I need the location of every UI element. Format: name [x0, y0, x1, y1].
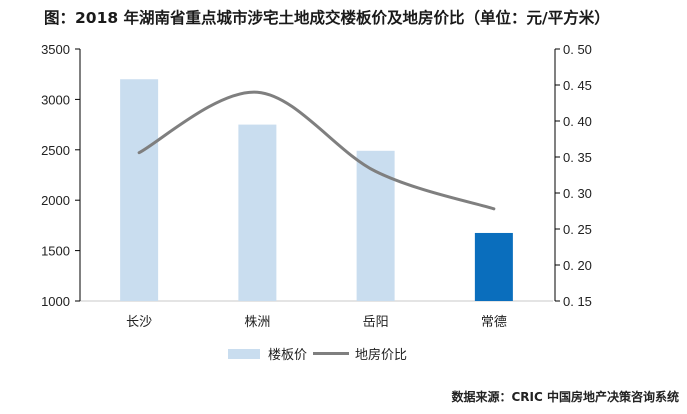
left-tick-label: 1000: [41, 294, 70, 309]
category-label: 长沙: [126, 315, 152, 330]
left-tick-label: 3000: [41, 92, 70, 107]
chart-title: 图：2018 年湖南省重点城市涉宅土地成交楼板价及地房价比（单位：元/平方米）: [44, 9, 610, 27]
right-tick-label: 0. 20: [563, 258, 592, 273]
ratio-line: [137, 90, 496, 211]
bar-3: [356, 150, 395, 301]
right-tick-label: 0. 35: [563, 150, 592, 165]
category-label: 岳阳: [363, 315, 389, 330]
bar-4: [474, 232, 513, 301]
legend-line-swatch-icon: [313, 352, 350, 355]
data-source-note: 数据来源：CRIC 中国房地产决策咨询系统: [451, 390, 680, 404]
legend-bar-swatch-icon: [228, 348, 260, 359]
category-label: 常德: [481, 315, 507, 330]
category-label: 株洲: [244, 315, 270, 330]
right-tick-label: 0. 15: [563, 294, 592, 309]
legend-bar-label: 楼板价: [268, 348, 308, 363]
bar-2: [238, 124, 277, 301]
legend-line-label: 地房价比: [355, 348, 408, 363]
right-tick-label: 0. 25: [563, 222, 592, 237]
right-tick-label: 0. 40: [563, 114, 592, 129]
chart-legend: 楼板价 地房价比: [228, 344, 407, 363]
right-tick-label: 0. 50: [563, 42, 592, 57]
bar-1: [120, 79, 159, 302]
right-tick-label: 0. 45: [563, 78, 592, 93]
left-tick-label: 2500: [41, 143, 70, 158]
left-tick-label: 2000: [41, 193, 70, 208]
right-tick-label: 0. 30: [563, 186, 592, 201]
left-tick-label: 3500: [41, 42, 70, 57]
left-tick-label: 1500: [41, 244, 70, 259]
